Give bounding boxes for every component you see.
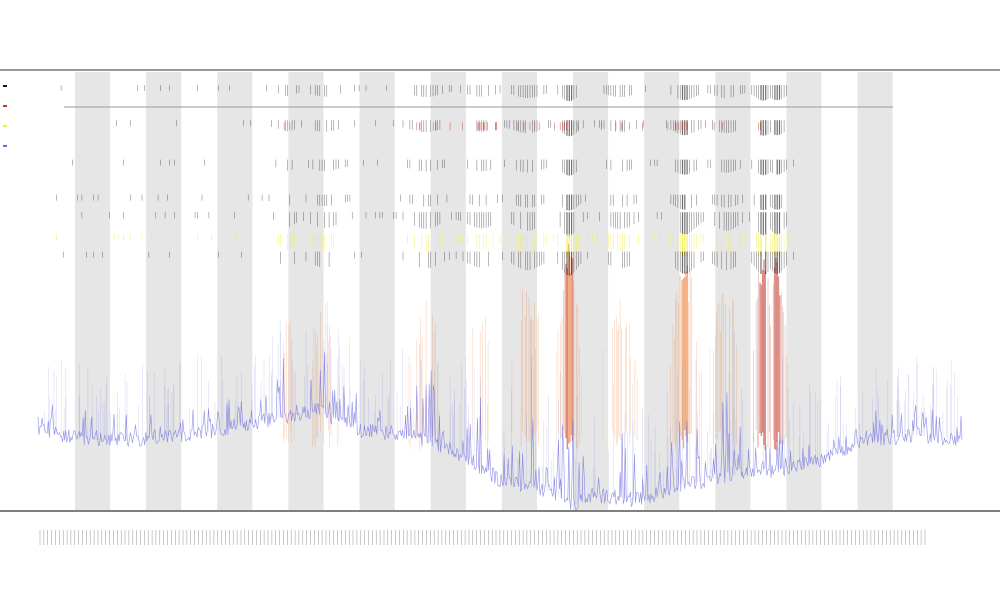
shaded-band-6 [501,72,537,510]
shaded-band-8 [644,72,680,510]
shaded-band-5 [430,72,466,510]
series-line-primary [37,352,963,511]
shaded-band-7 [572,72,609,510]
shaded-band-11 [857,72,893,510]
shaded-band-4 [359,72,395,510]
shaded-band-10 [786,72,822,510]
shaded-band-9 [715,72,751,510]
shaded-band-2 [217,72,253,510]
shaded-band-3 [288,72,324,510]
shaded-band-1 [146,72,182,510]
shaded-band-0 [74,72,111,510]
